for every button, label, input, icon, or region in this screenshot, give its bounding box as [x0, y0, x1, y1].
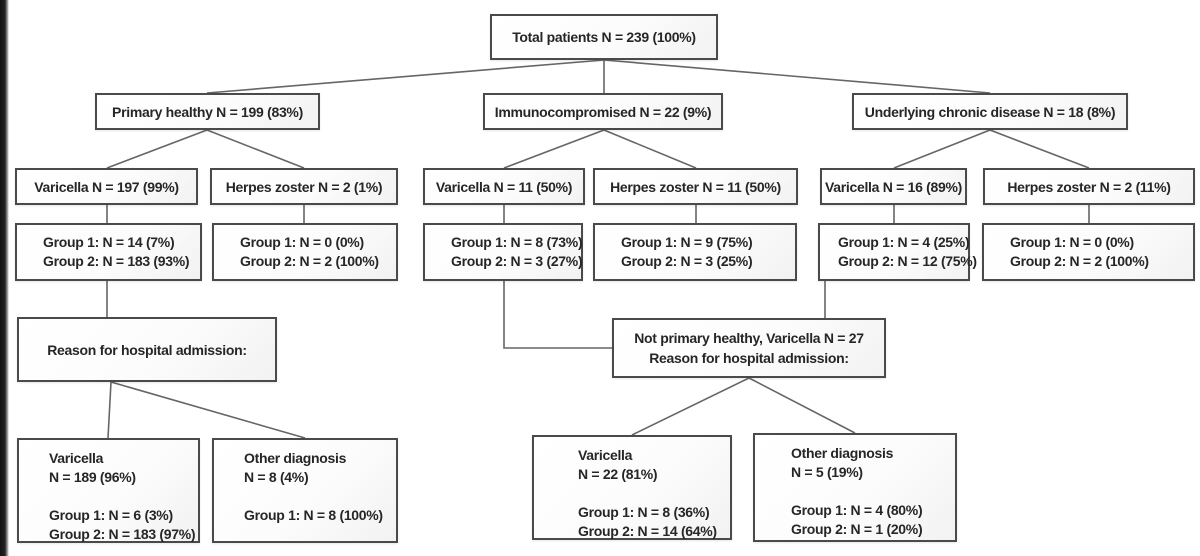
group1-value: Group 1: N = 0 (0%) [240, 234, 364, 250]
connector-icgroups-to-npreason-elbow [503, 281, 612, 349]
connector-immuno-to-varicella [503, 129, 605, 169]
group1-value: Group 1: N = 6 (3%) [49, 507, 173, 523]
connector-primary-to-herpes [206, 129, 305, 169]
node-ph-admission-other: Other diagnosis N = 8 (4%) Group 1: N = … [212, 438, 398, 543]
group1-value: Group 1: N = 8 (100%) [244, 507, 383, 523]
node-ic-herpes-zoster: Herpes zoster N = 11 (50%) [593, 168, 798, 205]
node-ph-admission-varicella: Varicella N = 189 (96%) Group 1: N = 6 (… [17, 438, 200, 543]
node-ic-varicella-groups: Group 1: N = 8 (73%) Group 2: N = 3 (27%… [423, 223, 583, 281]
diagnosis-n: N = 8 (4%) [244, 469, 309, 485]
node-label: Herpes zoster N = 11 (50%) [610, 178, 781, 195]
spacer [791, 482, 951, 501]
group2-value: Group 2: N = 3 (25%) [621, 253, 753, 269]
diagnosis-title: Varicella [578, 447, 633, 463]
node-np-admission-varicella: Varicella N = 22 (81%) Group 1: N = 8 (3… [532, 435, 732, 540]
group1-value: Group 1: N = 4 (25%) [838, 234, 970, 250]
diagnosis-n: N = 189 (96%) [49, 469, 136, 485]
group2-value: Group 2: N = 183 (97%) [49, 526, 196, 542]
group1-value: Group 1: N = 0 (0%) [1010, 234, 1134, 250]
node-cd-herpes-groups: Group 1: N = 0 (0%) Group 2: N = 2 (100%… [982, 223, 1195, 281]
spacer [244, 487, 392, 506]
node-label-line2: Reason for hospital admission: [649, 350, 849, 366]
group2-value: Group 2: N = 2 (100%) [240, 253, 379, 269]
node-underlying-chronic-disease: Underlying chronic disease N = 18 (8%) [852, 93, 1128, 130]
node-ph-herpes-zoster: Herpes zoster N = 2 (1%) [210, 168, 398, 205]
connector-total-to-chronic [603, 59, 991, 94]
node-ph-reason-admission: Reason for hospital admission: [17, 317, 277, 382]
node-ph-herpes-groups: Group 1: N = 0 (0%) Group 2: N = 2 (100%… [212, 223, 398, 281]
node-cd-herpes-zoster: Herpes zoster N = 2 (11%) [983, 168, 1195, 205]
connector-npreason-to-varicella [631, 377, 750, 436]
node-cd-varicella: Varicella N = 16 (89%) [820, 168, 967, 205]
node-label: Herpes zoster N = 2 (1%) [225, 178, 383, 195]
group2-value: Group 2: N = 1 (20%) [791, 521, 923, 537]
connector-chronic-to-varicella [893, 129, 991, 169]
node-label: Underlying chronic disease N = 18 (8%) [864, 103, 1116, 120]
spacer [578, 484, 726, 503]
diagnosis-title: Other diagnosis [244, 450, 347, 466]
node-total-patients: Total patients N = 239 (100%) [490, 14, 718, 60]
diagnosis-title: Other diagnosis [791, 445, 894, 461]
node-immunocompromised: Immunocompromised N = 22 (9%) [483, 93, 723, 130]
group2-value: Group 2: N = 12 (75%) [838, 253, 977, 269]
connector-reason-to-varicella [107, 381, 112, 439]
node-label: Varicella N = 16 (89%) [825, 178, 962, 195]
node-ic-varicella: Varicella N = 11 (50%) [423, 168, 585, 205]
group1-value: Group 1: N = 4 (80%) [791, 502, 923, 518]
connector-npreason-to-other [748, 377, 856, 434]
node-ic-herpes-groups: Group 1: N = 9 (75%) Group 2: N = 3 (25%… [593, 223, 797, 281]
group2-value: Group 2: N = 14 (64%) [578, 523, 717, 539]
node-ph-varicella-groups: Group 1: N = 14 (7%) Group 2: N = 183 (9… [15, 223, 202, 281]
node-label: Herpes zoster N = 2 (11%) [1007, 178, 1171, 195]
diagnosis-n: N = 5 (19%) [791, 464, 863, 480]
group1-value: Group 1: N = 14 (7%) [43, 234, 175, 250]
node-label: Reason for hospital admission: [47, 341, 247, 358]
diagnosis-title: Varicella [49, 450, 104, 466]
node-ph-varicella: Varicella N = 197 (99%) [15, 168, 198, 205]
node-primary-healthy: Primary healthy N = 199 (83%) [95, 93, 320, 130]
node-label: Varicella N = 11 (50%) [435, 178, 573, 195]
connector-reason-to-other [110, 381, 306, 439]
node-label: Varicella N = 197 (99%) [34, 178, 179, 195]
node-label-line1: Not primary healthy, Varicella N = 27 [634, 330, 864, 346]
group2-value: Group 2: N = 3 (27%) [451, 253, 583, 269]
group1-value: Group 1: N = 9 (75%) [621, 234, 753, 250]
scan-edge-artifact [0, 0, 9, 556]
spacer [49, 487, 194, 506]
connector-immuno-to-herpes [603, 129, 697, 169]
connector-primary-to-varicella [106, 129, 208, 169]
node-label: Immunocompromised N = 22 (9%) [494, 103, 712, 120]
node-not-primary-healthy-reason: Not primary healthy, Varicella N = 27 Re… [612, 318, 886, 378]
diagnosis-n: N = 22 (81%) [578, 466, 658, 482]
node-label: Primary healthy N = 199 (83%) [112, 103, 303, 120]
group1-value: Group 1: N = 8 (36%) [578, 504, 710, 520]
group1-value: Group 1: N = 8 (73%) [451, 234, 583, 250]
node-np-admission-other: Other diagnosis N = 5 (19%) Group 1: N =… [753, 433, 957, 542]
group2-value: Group 2: N = 183 (93%) [43, 253, 190, 269]
connector-total-to-primary [206, 59, 605, 94]
connector-chronic-to-herpes [989, 129, 1090, 169]
group2-value: Group 2: N = 2 (100%) [1010, 253, 1149, 269]
node-cd-varicella-groups: Group 1: N = 4 (25%) Group 2: N = 12 (75… [818, 223, 977, 281]
node-label: Total patients N = 239 (100%) [512, 29, 696, 45]
